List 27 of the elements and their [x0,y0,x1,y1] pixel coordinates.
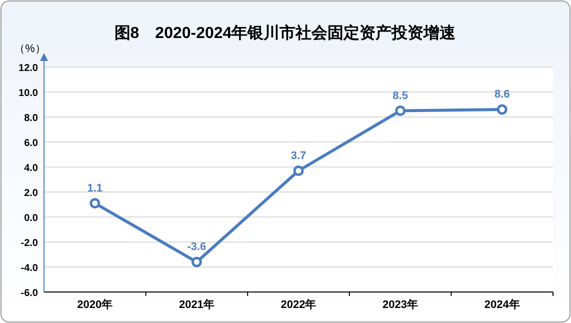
x-tick-label: 2024年 [484,298,520,311]
y-tick-label: -2.0 [20,238,38,249]
x-tick-label: 2020年 [77,298,113,311]
data-label: 8.6 [494,88,510,100]
point [293,166,304,176]
y-axis-title: （%） [14,43,46,55]
chart-title: 图8 2020-2024年银川市社会固定资产投资增速 [114,24,457,42]
y-tick-label: 4.0 [24,163,38,174]
y-tick-label: 6.0 [24,138,38,149]
data-label: -3.6 [187,241,206,253]
y-tick-label: 8.0 [24,113,38,124]
point [395,106,406,116]
y-tick-label: -4.0 [20,263,38,274]
y-tick-label: -6.0 [20,288,38,299]
x-tick-label: 2022年 [280,298,316,311]
y-tick-label: 2.0 [24,188,38,199]
data-label: 1.1 [87,182,103,194]
point [90,198,100,208]
y-tick-label: 0.0 [24,213,38,224]
x-tick-label: 2021年 [178,298,214,311]
x-tick-label: 2023年 [382,298,418,311]
point [496,104,508,115]
point [191,256,202,268]
y-tick-label: 10.0 [18,88,38,99]
y-tick-label: 12.0 [18,63,38,74]
data-label: 8.5 [392,90,408,102]
data-label: 3.7 [290,150,306,162]
